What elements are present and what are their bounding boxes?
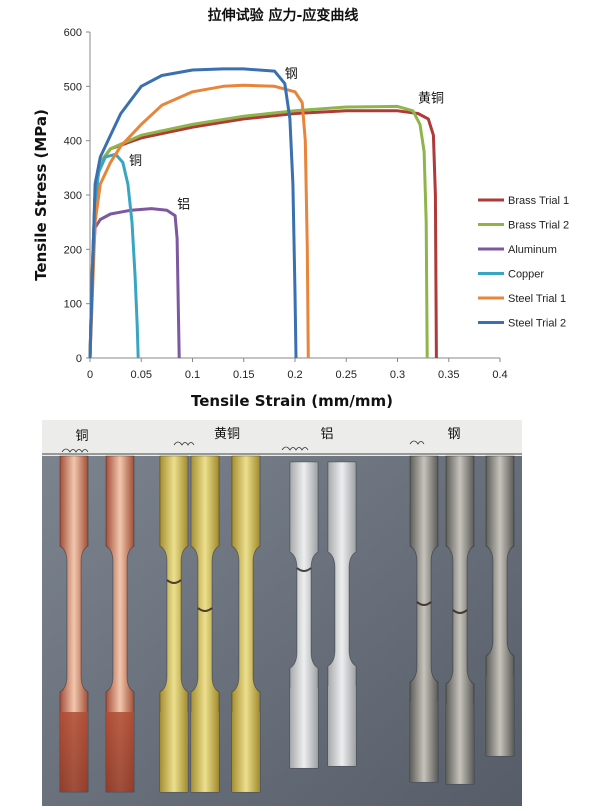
y-tick-label: 600 bbox=[64, 27, 82, 39]
series-line-brass-trial-1 bbox=[88, 109, 438, 359]
y-tick-labels: 0 100 200 300 400 500 600 bbox=[64, 27, 90, 365]
specimen-neck-fracture bbox=[452, 609, 468, 614]
specimen-grip bbox=[106, 712, 134, 792]
y-tick-label: 200 bbox=[64, 244, 82, 256]
series-lines bbox=[88, 67, 438, 359]
legend-label: Brass Trial 2 bbox=[508, 220, 569, 232]
x-tick-label: 0.25 bbox=[336, 369, 357, 381]
x-tick-label: 0.1 bbox=[185, 369, 200, 381]
handwriting-copper bbox=[61, 448, 89, 453]
legend-label: Aluminum bbox=[508, 244, 557, 256]
x-tick-label: 0.05 bbox=[131, 369, 152, 381]
specimen-grip bbox=[160, 712, 188, 792]
photo-label-copper: 铜 bbox=[75, 429, 88, 444]
x-axis-title: Tensile Strain (mm/mm) bbox=[191, 392, 393, 410]
specimen-neck-fracture bbox=[197, 607, 213, 612]
x-tick-label: 0.15 bbox=[233, 369, 254, 381]
y-tick-label: 100 bbox=[64, 299, 82, 311]
photo-label-brass: 黄铜 bbox=[214, 427, 240, 442]
x-tick-label: 0 bbox=[87, 369, 93, 381]
specimen-grip bbox=[446, 704, 474, 784]
y-axis-title: Tensile Stress (MPa) bbox=[32, 109, 50, 281]
series-line-steel-trial-2 bbox=[88, 67, 298, 359]
y-tick-label: 300 bbox=[64, 190, 82, 202]
specimen-grip bbox=[60, 712, 88, 792]
specimen-photo: 铜 黄铜 铝 钢 bbox=[42, 420, 522, 806]
y-tick-label: 0 bbox=[76, 353, 82, 365]
legend-label: Steel Trial 2 bbox=[508, 318, 566, 330]
legend-label: Brass Trial 1 bbox=[508, 195, 569, 207]
legend: Brass Trial 1 Brass Trial 2 Aluminum Copper… bbox=[478, 195, 569, 330]
curve-annotation: 铜 bbox=[129, 154, 142, 169]
x-tick-labels: 0 0.05 0.1 0.15 0.2 0.25 0.3 0.35 0.4 bbox=[87, 358, 508, 381]
handwriting-brass bbox=[173, 441, 195, 446]
x-tick-label: 0.2 bbox=[287, 369, 302, 381]
handwriting-steel bbox=[409, 440, 425, 445]
x-tick-label: 0.35 bbox=[438, 369, 459, 381]
specimen-neck-fracture bbox=[296, 567, 312, 572]
specimen-bars bbox=[59, 455, 515, 793]
specimen-grip bbox=[328, 686, 356, 766]
x-tick-label: 0.4 bbox=[492, 369, 507, 381]
specimen-grip bbox=[410, 702, 438, 782]
x-tick-label: 0.3 bbox=[390, 369, 405, 381]
photo-label-steel: 钢 bbox=[447, 427, 460, 442]
legend-label: Steel Trial 1 bbox=[508, 293, 566, 305]
curve-annotation: 黄铜 bbox=[418, 92, 444, 107]
photo-label-aluminum: 铝 bbox=[320, 427, 333, 442]
specimen-grip bbox=[232, 712, 260, 792]
chart-title: 拉伸试验 应力-应变曲线 bbox=[208, 7, 359, 24]
specimen-grip bbox=[290, 688, 318, 768]
series-line-copper bbox=[88, 152, 140, 359]
specimen-neck-fracture bbox=[166, 579, 182, 584]
y-tick-label: 400 bbox=[64, 136, 82, 148]
curve-annotation: 钢 bbox=[285, 67, 298, 82]
specimen-grip bbox=[191, 712, 219, 792]
specimen-neck-fracture bbox=[416, 601, 432, 606]
series-line-steel-trial-1 bbox=[88, 83, 310, 359]
stress-strain-chart: 拉伸试验 应力-应变曲线 0 100 200 300 400 500 600 0 0.05 0.… bbox=[32, 7, 569, 410]
handwriting-aluminum bbox=[281, 446, 309, 451]
specimen-grip bbox=[486, 676, 514, 756]
y-tick-label: 500 bbox=[64, 81, 82, 93]
curve-annotation: 铝 bbox=[177, 198, 190, 213]
legend-label: Copper bbox=[508, 269, 544, 281]
series-line-brass-trial-2 bbox=[88, 104, 429, 359]
